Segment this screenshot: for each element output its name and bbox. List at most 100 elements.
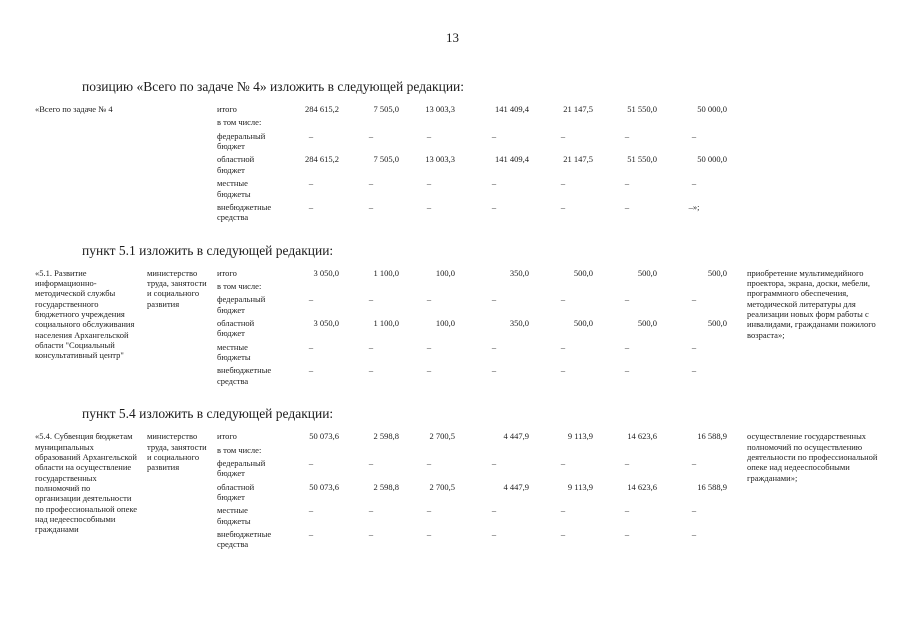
budget-value-cell: 21 147,5 bbox=[563, 154, 593, 165]
budget-value-cell: – bbox=[560, 178, 566, 189]
budget-value-cell: – bbox=[691, 130, 697, 141]
budget-value-cell: – bbox=[368, 201, 374, 212]
section-intro: позицию «Всего по задаче № 4» изложить в… bbox=[82, 79, 465, 94]
budget-value-cell: – bbox=[368, 130, 374, 141]
budget-value-cell: 500,0 bbox=[573, 267, 593, 278]
program-item-name: «Всего по задаче № 4 bbox=[35, 104, 113, 114]
budget-row-label: местные бюджеты bbox=[217, 505, 251, 526]
budget-row: в том числе: bbox=[217, 445, 735, 455]
budget-row: федеральный бюджет – – – – – – – bbox=[217, 131, 735, 152]
page-number: 13 bbox=[446, 30, 459, 45]
budget-value-cell: – bbox=[368, 505, 374, 516]
budget-value-cell: – bbox=[491, 505, 497, 516]
budget-value-cell: – bbox=[691, 457, 697, 468]
budget-row-label: в том числе: bbox=[217, 280, 262, 291]
budget-row-label: внебюджетные средства bbox=[217, 529, 272, 550]
budget-value-cell: 500,0 bbox=[707, 318, 727, 329]
budget-value-cell: – bbox=[624, 505, 630, 516]
budget-value-cell: – bbox=[691, 365, 697, 376]
section-intro: пункт 5.4 изложить в следующей редакции: bbox=[82, 406, 334, 422]
budget-value-cell: – bbox=[624, 178, 630, 189]
budget-value-cell: – bbox=[491, 341, 497, 352]
budget-row-label: итого bbox=[217, 267, 237, 278]
budget-value-cell: 1 100,0 bbox=[373, 318, 400, 329]
budget-value-cell: – bbox=[491, 294, 497, 305]
expected-results-note: приобретение мультимедийного проектора, … bbox=[747, 267, 876, 340]
budget-value-cell: 16 588,9 bbox=[697, 431, 727, 442]
executor-cell: министерство труда, занятости и социальн… bbox=[147, 431, 207, 473]
program-item-name: «5.1. Развитие информационно-методическо… bbox=[35, 267, 135, 361]
budget-value-cell: – bbox=[368, 529, 374, 540]
budget-table: «5.4. Субвенция бюджетам муниципальных о… bbox=[35, 431, 905, 553]
budget-rows: итого 50 073,6 2 598,8 2 700,5 4 447,9 9 113,… bbox=[217, 431, 735, 553]
budget-value-cell: 100,0 bbox=[435, 318, 455, 329]
budget-value-cell: – bbox=[491, 365, 497, 376]
budget-value-cell: 9 113,9 bbox=[567, 431, 593, 442]
budget-value-cell: – bbox=[691, 294, 697, 305]
budget-value-cell: 2 700,5 bbox=[429, 431, 456, 442]
budget-value-cell: 14 623,6 bbox=[627, 481, 657, 492]
budget-row-label: областной бюджет bbox=[217, 481, 255, 502]
budget-value-cell: 9 113,9 bbox=[567, 481, 593, 492]
budget-value-cell: – bbox=[426, 529, 432, 540]
budget-value-cell: – bbox=[691, 505, 697, 516]
budget-rows: итого 3 050,0 1 100,0 100,0 350,0 500,0 500,0 5… bbox=[217, 268, 735, 390]
section-item-5-4: пункт 5.4 изложить в следующей редакции:… bbox=[0, 406, 905, 553]
budget-row-label: в том числе: bbox=[217, 444, 262, 455]
budget-value-cell: – bbox=[426, 505, 432, 516]
budget-value-cell: – bbox=[624, 294, 630, 305]
budget-row-label: итого bbox=[217, 104, 237, 114]
budget-value-cell: 51 550,0 bbox=[627, 104, 657, 114]
budget-value-cell: – bbox=[691, 178, 697, 189]
budget-value-cell: – bbox=[426, 365, 432, 376]
budget-value-cell: 141 409,4 bbox=[495, 154, 529, 165]
budget-value-cell: – bbox=[368, 457, 374, 468]
executor-cell: министерство труда, занятости и социальн… bbox=[147, 267, 207, 309]
budget-value-cell: 284 615,2 bbox=[305, 154, 339, 165]
section-intro: пункт 5.1 изложить в следующей редакции: bbox=[82, 242, 334, 258]
budget-value-cell: – bbox=[308, 505, 314, 516]
budget-value-cell: – bbox=[560, 201, 566, 212]
budget-value-cell: – bbox=[491, 529, 497, 540]
budget-value-cell: 50 073,6 bbox=[309, 481, 339, 492]
budget-value-cell: – bbox=[624, 365, 630, 376]
budget-row-label: федеральный бюджет bbox=[217, 130, 266, 152]
budget-table: «5.1. Развитие информационно-методическо… bbox=[35, 268, 905, 390]
budget-value-cell: – bbox=[691, 341, 697, 352]
budget-value-cell: – bbox=[560, 505, 566, 516]
budget-value-cell: – bbox=[308, 178, 314, 189]
budget-value-cell: – bbox=[308, 130, 314, 141]
budget-row-label: областной бюджет bbox=[217, 154, 255, 175]
budget-value-cell: 2 598,8 bbox=[373, 481, 400, 492]
budget-value-cell: 2 700,5 bbox=[429, 481, 456, 492]
budget-value-cell: 13 003,3 bbox=[425, 154, 455, 165]
budget-value-cell: –»; bbox=[688, 201, 700, 212]
budget-value-cell: – bbox=[691, 529, 697, 540]
budget-row: итого 284 615,2 7 505,0 13 003,3 141 409,4 21… bbox=[217, 104, 735, 114]
budget-row: местные бюджеты – – – – – – – bbox=[217, 342, 735, 363]
budget-value-cell: 50 000,0 bbox=[697, 104, 727, 114]
budget-value-cell: – bbox=[491, 201, 497, 212]
budget-value-cell: 21 147,5 bbox=[563, 104, 593, 114]
budget-value-cell: 16 588,9 bbox=[697, 481, 727, 492]
budget-row: федеральный бюджет – – – – – – – bbox=[217, 294, 735, 315]
budget-value-cell: – bbox=[368, 294, 374, 305]
budget-value-cell: – bbox=[560, 529, 566, 540]
budget-row: федеральный бюджет – – – – – – – bbox=[217, 458, 735, 479]
budget-value-cell: – bbox=[308, 341, 314, 352]
budget-value-cell: 13 003,3 bbox=[425, 104, 455, 114]
budget-value-cell: 350,0 bbox=[509, 267, 529, 278]
budget-row-label: местные бюджеты bbox=[217, 178, 251, 199]
budget-row: областной бюджет 284 615,2 7 505,0 13 003,3… bbox=[217, 154, 735, 175]
budget-value-cell: – bbox=[308, 365, 314, 376]
budget-value-cell: – bbox=[491, 130, 497, 141]
budget-value-cell: 1 100,0 bbox=[373, 267, 400, 278]
budget-row: местные бюджеты – – – – – – – bbox=[217, 178, 735, 199]
budget-value-cell: – bbox=[426, 130, 432, 141]
budget-row: итого 3 050,0 1 100,0 100,0 350,0 500,0 500,0 5… bbox=[217, 268, 735, 278]
budget-row: областной бюджет 50 073,6 2 598,8 2 700,5 4 … bbox=[217, 482, 735, 503]
budget-value-cell: – bbox=[560, 130, 566, 141]
budget-value-cell: – bbox=[308, 294, 314, 305]
budget-row: внебюджетные средства – – – – – – – bbox=[217, 529, 735, 550]
budget-value-cell: – bbox=[426, 457, 432, 468]
